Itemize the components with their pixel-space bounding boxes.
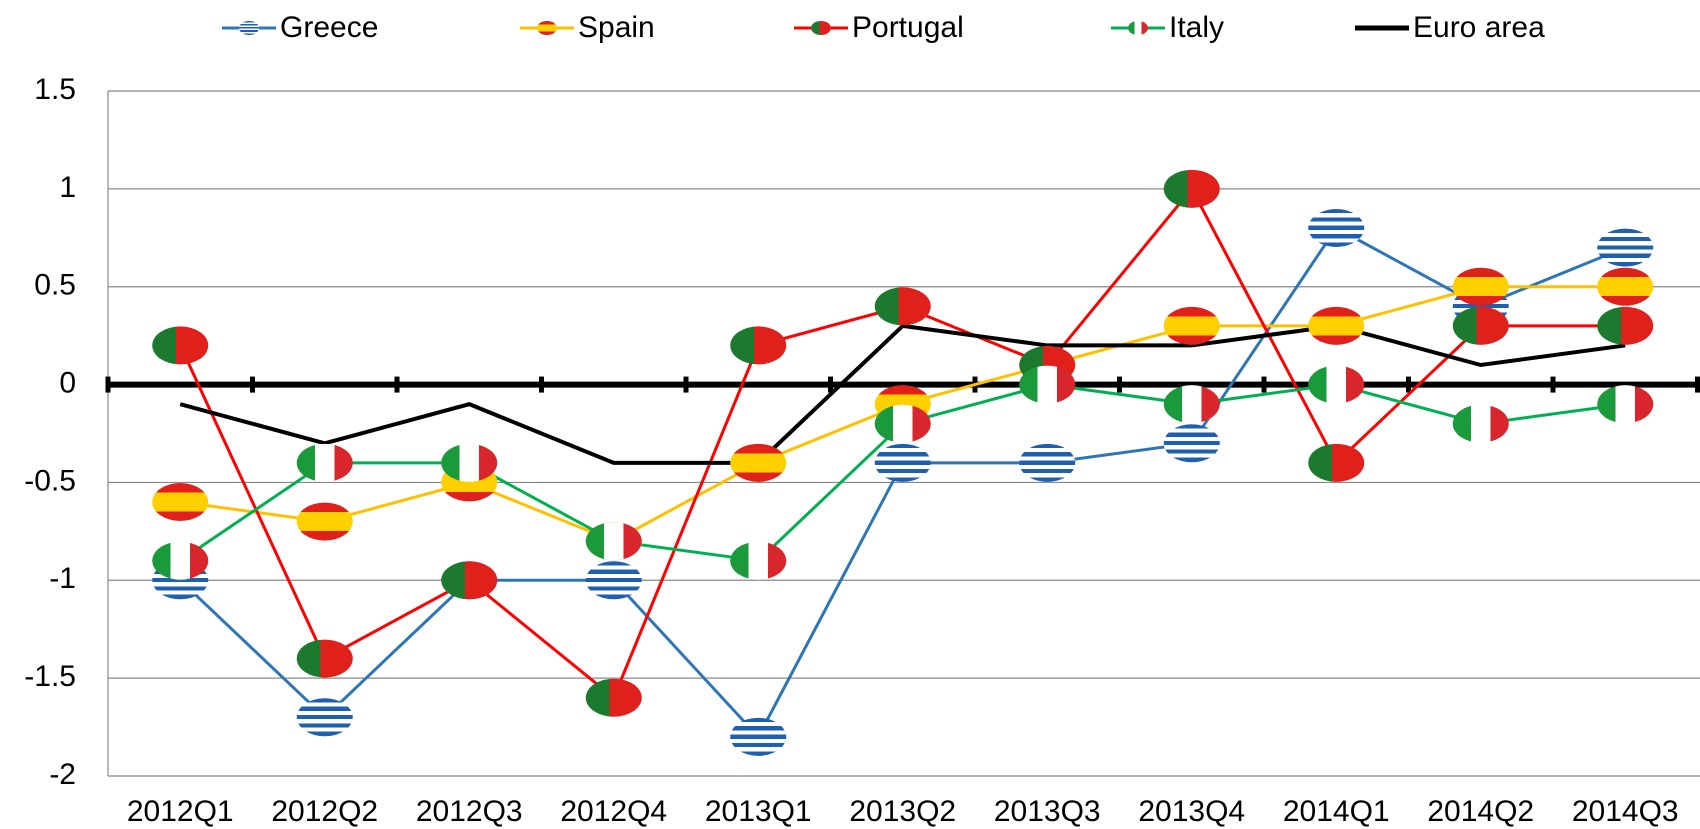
y-tick-label: 0	[59, 366, 76, 399]
legend-label: Greece	[280, 11, 378, 44]
flag-marker	[1308, 365, 1365, 404]
y-tick-label: -0.5	[24, 464, 76, 497]
y-tick-label: -2	[49, 758, 76, 791]
flag-marker	[296, 639, 353, 678]
legend-label: Euro area	[1413, 11, 1545, 44]
x-tick-label: 2013Q4	[1138, 795, 1245, 828]
flag-marker	[296, 502, 353, 541]
x-tick-label: 2012Q2	[271, 795, 378, 828]
x-tick-label: 2014Q2	[1427, 795, 1534, 828]
flag-marker	[585, 678, 642, 717]
y-tick-label: 1	[59, 171, 76, 204]
x-tick-label: 2012Q1	[127, 795, 234, 828]
flag-marker	[874, 404, 931, 443]
flag-marker	[296, 443, 353, 482]
flag-marker	[811, 21, 831, 35]
flag-marker	[1452, 404, 1509, 443]
x-tick-label: 2012Q4	[560, 795, 667, 828]
flag-marker	[1452, 267, 1509, 306]
flag-marker	[1019, 443, 1076, 482]
y-tick-label: -1	[49, 562, 76, 595]
flag-marker	[585, 522, 642, 561]
flag-marker	[730, 326, 787, 365]
flag-marker	[730, 443, 787, 482]
x-tick-label: 2013Q1	[705, 795, 812, 828]
flag-marker	[1452, 306, 1509, 345]
flag-marker	[1163, 169, 1220, 208]
x-tick-label: 2014Q1	[1283, 795, 1390, 828]
series-line	[178, 186, 1626, 701]
flag-marker	[1597, 385, 1654, 424]
legend-label: Spain	[578, 11, 655, 44]
x-tick-label: 2014Q3	[1572, 795, 1679, 828]
flag-marker	[730, 541, 787, 580]
flag-marker	[296, 698, 353, 737]
legend-label: Italy	[1169, 11, 1224, 44]
flag-marker	[874, 443, 931, 482]
y-tick-label: 1.5	[34, 73, 76, 106]
flag-marker	[1163, 306, 1220, 345]
y-tick-label: -1.5	[24, 660, 76, 693]
flag-marker	[152, 541, 209, 580]
legend-label: Portugal	[852, 11, 964, 44]
flag-marker	[1308, 443, 1365, 482]
flag-marker	[1308, 209, 1365, 247]
flag-marker	[585, 561, 642, 600]
flag-marker	[441, 443, 498, 482]
flag-marker	[874, 287, 931, 326]
flag-marker	[1597, 228, 1654, 267]
flag-marker	[1128, 21, 1148, 35]
flag-marker	[537, 21, 557, 35]
flag-marker	[1308, 306, 1365, 345]
flag-marker	[152, 483, 209, 521]
flag-marker	[1019, 365, 1076, 404]
flag-marker	[1597, 267, 1654, 306]
y-tick-label: 0.5	[34, 269, 76, 302]
flag-marker	[152, 326, 209, 365]
flag-marker	[1597, 306, 1654, 345]
series-line	[179, 323, 1626, 465]
x-tick-label: 2013Q2	[849, 795, 956, 828]
flag-marker	[730, 717, 787, 756]
x-tick-label: 2012Q3	[416, 795, 523, 828]
flag-marker	[239, 21, 259, 35]
flag-marker	[441, 561, 498, 600]
flag-marker	[1163, 424, 1220, 463]
flag-marker	[1163, 385, 1220, 424]
x-tick-label: 2013Q3	[994, 795, 1101, 828]
